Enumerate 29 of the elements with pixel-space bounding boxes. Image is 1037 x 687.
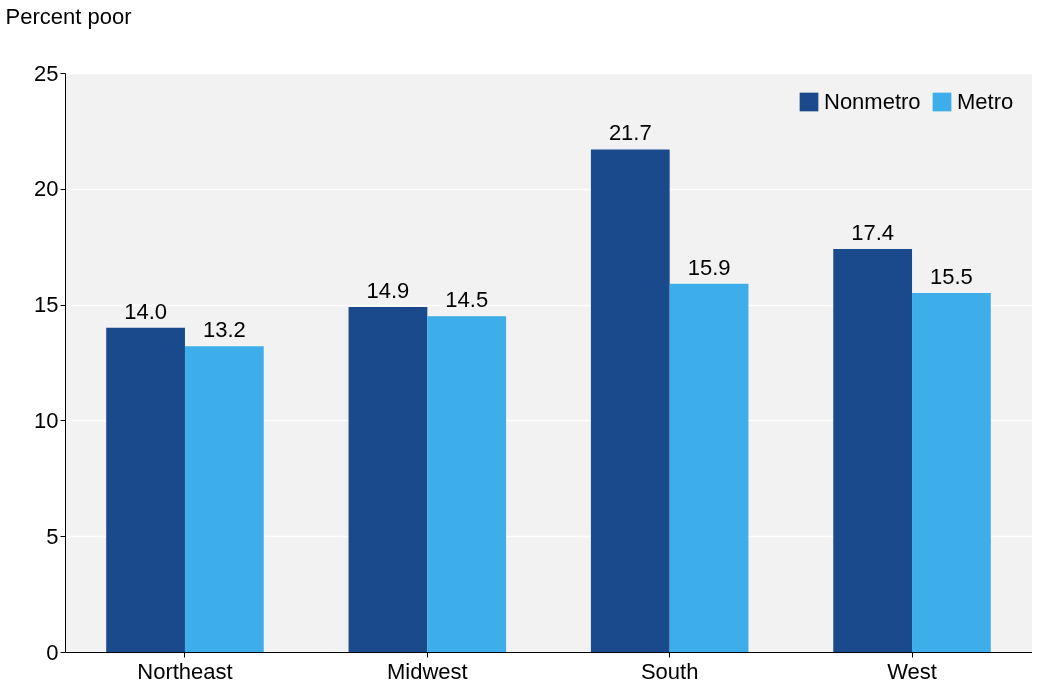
bar	[184, 346, 264, 652]
bar	[590, 149, 670, 652]
data-label: 13.2	[202, 317, 246, 343]
data-label: 14.5	[445, 287, 489, 313]
x-tick-label: South	[640, 658, 699, 684]
y-tick-label: 0	[46, 639, 59, 665]
bar	[106, 327, 185, 652]
data-label: 17.4	[851, 220, 895, 246]
y-tick-label: 5	[46, 523, 59, 549]
data-label: 15.5	[930, 264, 973, 290]
data-label: 21.7	[608, 120, 652, 146]
y-tick-label: 15	[34, 292, 59, 318]
bar	[427, 316, 507, 652]
data-label: 15.9	[687, 254, 731, 280]
y-axis-title: Percent poor	[5, 3, 132, 29]
y-tick-label: 10	[34, 407, 59, 433]
x-tick-label: West	[887, 658, 937, 684]
bar	[833, 249, 913, 652]
bar	[669, 283, 749, 652]
y-tick-label: 20	[34, 176, 59, 202]
data-label: 14.9	[366, 277, 410, 303]
x-tick-label: Midwest	[386, 658, 468, 684]
legend-label: Nonmetro	[824, 89, 921, 114]
data-label: 14.0	[124, 298, 167, 324]
y-tick-label: 25	[34, 60, 59, 86]
bar	[348, 306, 428, 652]
x-tick-label: Northeast	[137, 658, 233, 684]
bar	[912, 293, 991, 652]
legend-label: Metro	[957, 89, 1014, 114]
